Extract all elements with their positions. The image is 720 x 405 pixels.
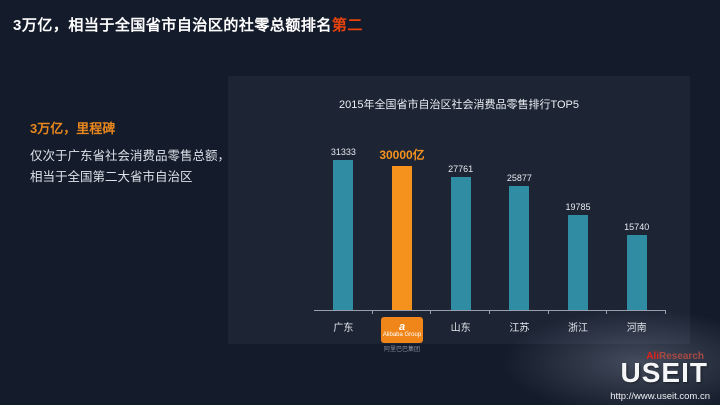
chart-title: 2015年全国省市自治区社会消费品零售排行TOP5 <box>338 99 579 111</box>
category-label: 广东 <box>333 323 354 334</box>
category-cell: a Alibaba Group 阿里巴巴集团 <box>373 311 432 353</box>
bar-value-label: 30000亿 <box>379 148 425 162</box>
category-label: 山东 <box>450 323 471 334</box>
bar[interactable] <box>333 160 354 310</box>
left-line-2: 相当于全国第二大省市自治区 <box>30 170 193 184</box>
category-label: 河南 <box>627 319 647 334</box>
useit-watermark: USEIT <box>620 357 708 388</box>
aliresearch-logo-ali: Ali <box>646 351 659 362</box>
category-cell: 广东 <box>314 311 373 353</box>
alibaba-a-mark-icon: a <box>398 320 406 333</box>
alibaba-group-text: Alibaba Group <box>382 331 422 338</box>
alibaba-group-subtext: 阿里巴巴集团 <box>384 347 421 353</box>
bar[interactable] <box>568 215 589 310</box>
page-title-text: 3万亿，相当于全国省市自治区的社零总额排名 <box>13 17 332 34</box>
corner-watermark-glow <box>505 310 720 405</box>
bar-value-label: 31333 <box>330 147 356 157</box>
bar-group: 27761 <box>431 164 490 310</box>
left-line-1: 仅次于广东省社会消费品零售总额， <box>30 149 231 163</box>
category-cell: 河南 <box>607 311 666 353</box>
bar-value-label: 25877 <box>506 173 532 183</box>
category-label: 浙江 <box>568 319 588 334</box>
bar-group: 15740 <box>607 222 666 310</box>
bar[interactable] <box>626 235 647 310</box>
page-title-highlight: 第二 <box>331 17 363 34</box>
aliresearch-logo-research: Research <box>658 351 704 362</box>
bar-value-label: 27761 <box>448 164 474 174</box>
left-heading: 3万亿，里程碑 <box>30 121 116 136</box>
left-text-panel: 3万亿，里程碑 仅次于广东省社会消费品零售总额， 相当于全国第二大省市自治区 <box>30 118 230 188</box>
category-label: 江苏 <box>509 319 529 334</box>
bar-group: 30000亿 <box>373 146 432 310</box>
page-title: 3万亿，相当于全国省市自治区的社零总额排名第二 <box>13 14 363 35</box>
bars-row: 31333 30000亿 27761 25877 19785 15740 <box>314 132 666 311</box>
bar-group: 19785 <box>549 202 608 310</box>
category-cell: 浙江 <box>549 311 608 353</box>
bar[interactable] <box>509 186 530 310</box>
category-cell: 江苏 <box>490 311 549 353</box>
chart-panel: 2015年全国省市自治区社会消费品零售排行TOP5 31333 30000亿 277… <box>228 76 690 353</box>
bar-group: 31333 <box>314 147 373 310</box>
bar-value-label: 15740 <box>624 222 650 232</box>
alibaba-group-logo-icon: a Alibaba Group <box>381 317 423 343</box>
aliresearch-logo: AliResearch <box>646 351 704 362</box>
bar-group: 25877 <box>490 173 549 310</box>
category-cell: 山东 <box>431 311 490 353</box>
bar-value-label: 19785 <box>565 202 591 212</box>
bar[interactable] <box>450 177 471 310</box>
useit-url: http://www.useit.com.cn <box>610 391 710 402</box>
bar[interactable] <box>392 166 412 310</box>
